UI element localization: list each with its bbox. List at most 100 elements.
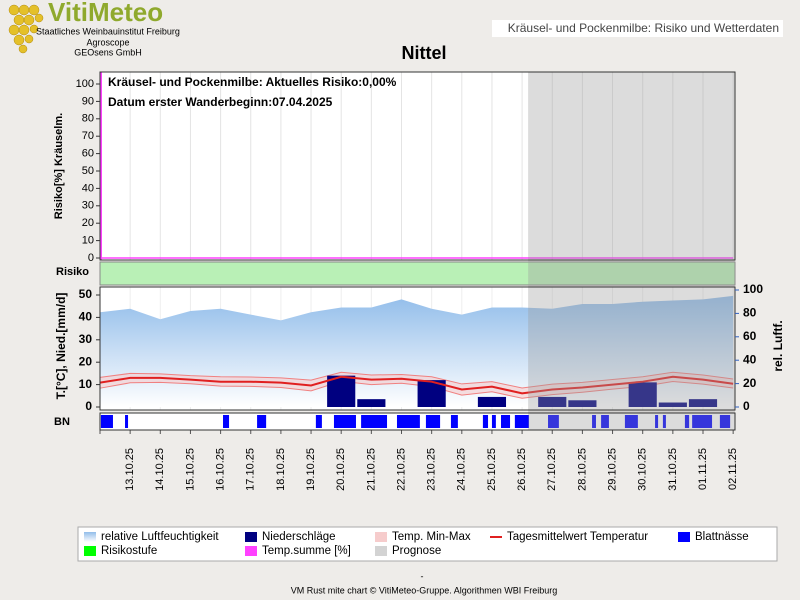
x-tick-label: 01.11.25 xyxy=(697,448,709,490)
y-tick-label: 70 xyxy=(82,130,94,142)
x-tick-label: 26.10.25 xyxy=(516,448,528,491)
y-tick-label: 30 xyxy=(82,200,94,212)
wetness xyxy=(491,415,496,428)
wetness xyxy=(692,415,713,428)
y-tick-label: 90 xyxy=(82,95,94,107)
y-tick-label: 0 xyxy=(85,399,92,413)
y-tick-label: 100 xyxy=(76,78,94,90)
x-tick-label: 29.10.25 xyxy=(606,448,618,491)
x-tick-label: 20.10.25 xyxy=(335,448,347,491)
weather-frame xyxy=(99,286,736,411)
wetness xyxy=(482,415,489,428)
institute: Staatliches Weinbauinstitut Freiburg xyxy=(36,26,180,36)
y-tick-label: 20 xyxy=(79,354,93,368)
y-tick-label: 20 xyxy=(82,217,94,229)
x-tick-label: 14.10.25 xyxy=(154,448,166,491)
temp-mean xyxy=(99,375,734,395)
logo: VitiMeteo xyxy=(48,0,163,27)
y2-tick-label: 80 xyxy=(743,306,757,320)
x-tick-label: 15.10.25 xyxy=(184,448,196,491)
precip-bar xyxy=(688,399,718,407)
y2-tick-label: 100 xyxy=(743,282,763,296)
wetness xyxy=(548,415,559,428)
x-tick-label: 27.10.25 xyxy=(546,448,558,491)
y2-axis-label: rel. Luftf. xyxy=(771,320,785,371)
chart-title: Nittel xyxy=(402,43,447,63)
x-tick-label: 31.10.25 xyxy=(667,448,679,491)
precip-bar xyxy=(538,396,567,407)
x-tick-label: 24.10.25 xyxy=(456,448,468,491)
caption: Kräusel- und Pockenmilbe: Risiko und Wet… xyxy=(508,21,779,35)
legend-swatch xyxy=(245,532,257,542)
forecast xyxy=(528,72,735,430)
institute: Agroscope xyxy=(86,37,129,47)
wetness xyxy=(601,415,609,428)
legend-label: Blattnässe xyxy=(695,531,749,543)
precip-bar xyxy=(568,400,597,407)
y-tick-label: 80 xyxy=(82,113,94,125)
risk-panel xyxy=(100,72,735,260)
y-tick-label: 60 xyxy=(82,148,94,160)
x-tick-label: 16.10.25 xyxy=(215,448,227,491)
risk-band xyxy=(99,261,736,286)
y2-tick-label: 40 xyxy=(743,352,757,366)
legend-label: Risikostufe xyxy=(101,545,157,557)
footer-dash: - xyxy=(421,571,424,581)
annotation: Datum erster Wanderbeginn:07.04.2025 xyxy=(108,95,333,109)
precip-bar xyxy=(327,375,356,407)
y-tick-label: 50 xyxy=(82,165,94,177)
legend-swatch xyxy=(375,546,387,556)
y-tick-label: 10 xyxy=(79,377,93,391)
wetness xyxy=(655,415,659,428)
institute: GEOsens GmbH xyxy=(74,47,142,57)
caption-box xyxy=(492,20,783,37)
wetness xyxy=(361,415,388,428)
x-tick-label: 30.10.25 xyxy=(637,448,649,491)
y-tick-label: 10 xyxy=(82,235,94,247)
x-tick-label: 28.10.25 xyxy=(576,448,588,491)
x-tick-label: 25.10.25 xyxy=(486,448,498,491)
y-axis-label: T.[°C], Nied.[mm/d] xyxy=(54,293,68,400)
wetness xyxy=(100,415,113,428)
wetness xyxy=(450,415,458,428)
legend-label: Tagesmittelwert Temperatur xyxy=(507,531,648,543)
precip-bar xyxy=(357,399,386,407)
wetness xyxy=(719,415,731,428)
logo-grapes xyxy=(8,4,44,54)
precip-bar xyxy=(628,382,657,407)
wetness-label: BN xyxy=(54,416,70,428)
band-label: Risiko xyxy=(56,266,89,278)
wetness xyxy=(592,415,596,428)
x-tick-label: 19.10.25 xyxy=(305,448,317,491)
legend-swatch xyxy=(84,532,96,542)
wetness xyxy=(684,415,690,428)
precip-bar xyxy=(477,396,507,407)
legend-label: Prognose xyxy=(392,545,441,557)
legend-label: Temp. Min-Max xyxy=(392,531,471,543)
y-tick-label: 30 xyxy=(79,332,93,346)
wetness xyxy=(624,415,638,428)
y-axis-label: Risiko[%] Kräuselm. xyxy=(53,113,65,219)
x-tick-label: 18.10.25 xyxy=(275,448,287,491)
legend-label: Niederschläge xyxy=(262,531,336,543)
y-tick-label: 0 xyxy=(88,252,94,264)
legend-swatch xyxy=(84,546,96,556)
x-tick-label: 23.10.25 xyxy=(426,448,438,491)
wetness xyxy=(315,415,322,428)
wetness xyxy=(125,415,129,428)
wetness xyxy=(500,415,511,428)
y2-tick-label: 0 xyxy=(743,399,750,413)
temp-range xyxy=(100,372,734,399)
credit: VM Rust mite chart © VitiMeteo-Gruppe. A… xyxy=(291,585,558,595)
y2-tick-label: 60 xyxy=(743,329,757,343)
x-tick-label: 17.10.25 xyxy=(245,448,257,491)
wetness xyxy=(425,415,441,428)
legend xyxy=(77,526,778,562)
x-tick-label: 13.10.25 xyxy=(124,448,136,491)
y-tick-label: 40 xyxy=(82,182,94,194)
wetness xyxy=(396,415,420,428)
y2-tick-label: 20 xyxy=(743,376,757,390)
risk-frame xyxy=(99,71,736,261)
legend-label: relative Luftfeuchtigkeit xyxy=(101,531,219,543)
y-tick-label: 40 xyxy=(79,310,93,324)
